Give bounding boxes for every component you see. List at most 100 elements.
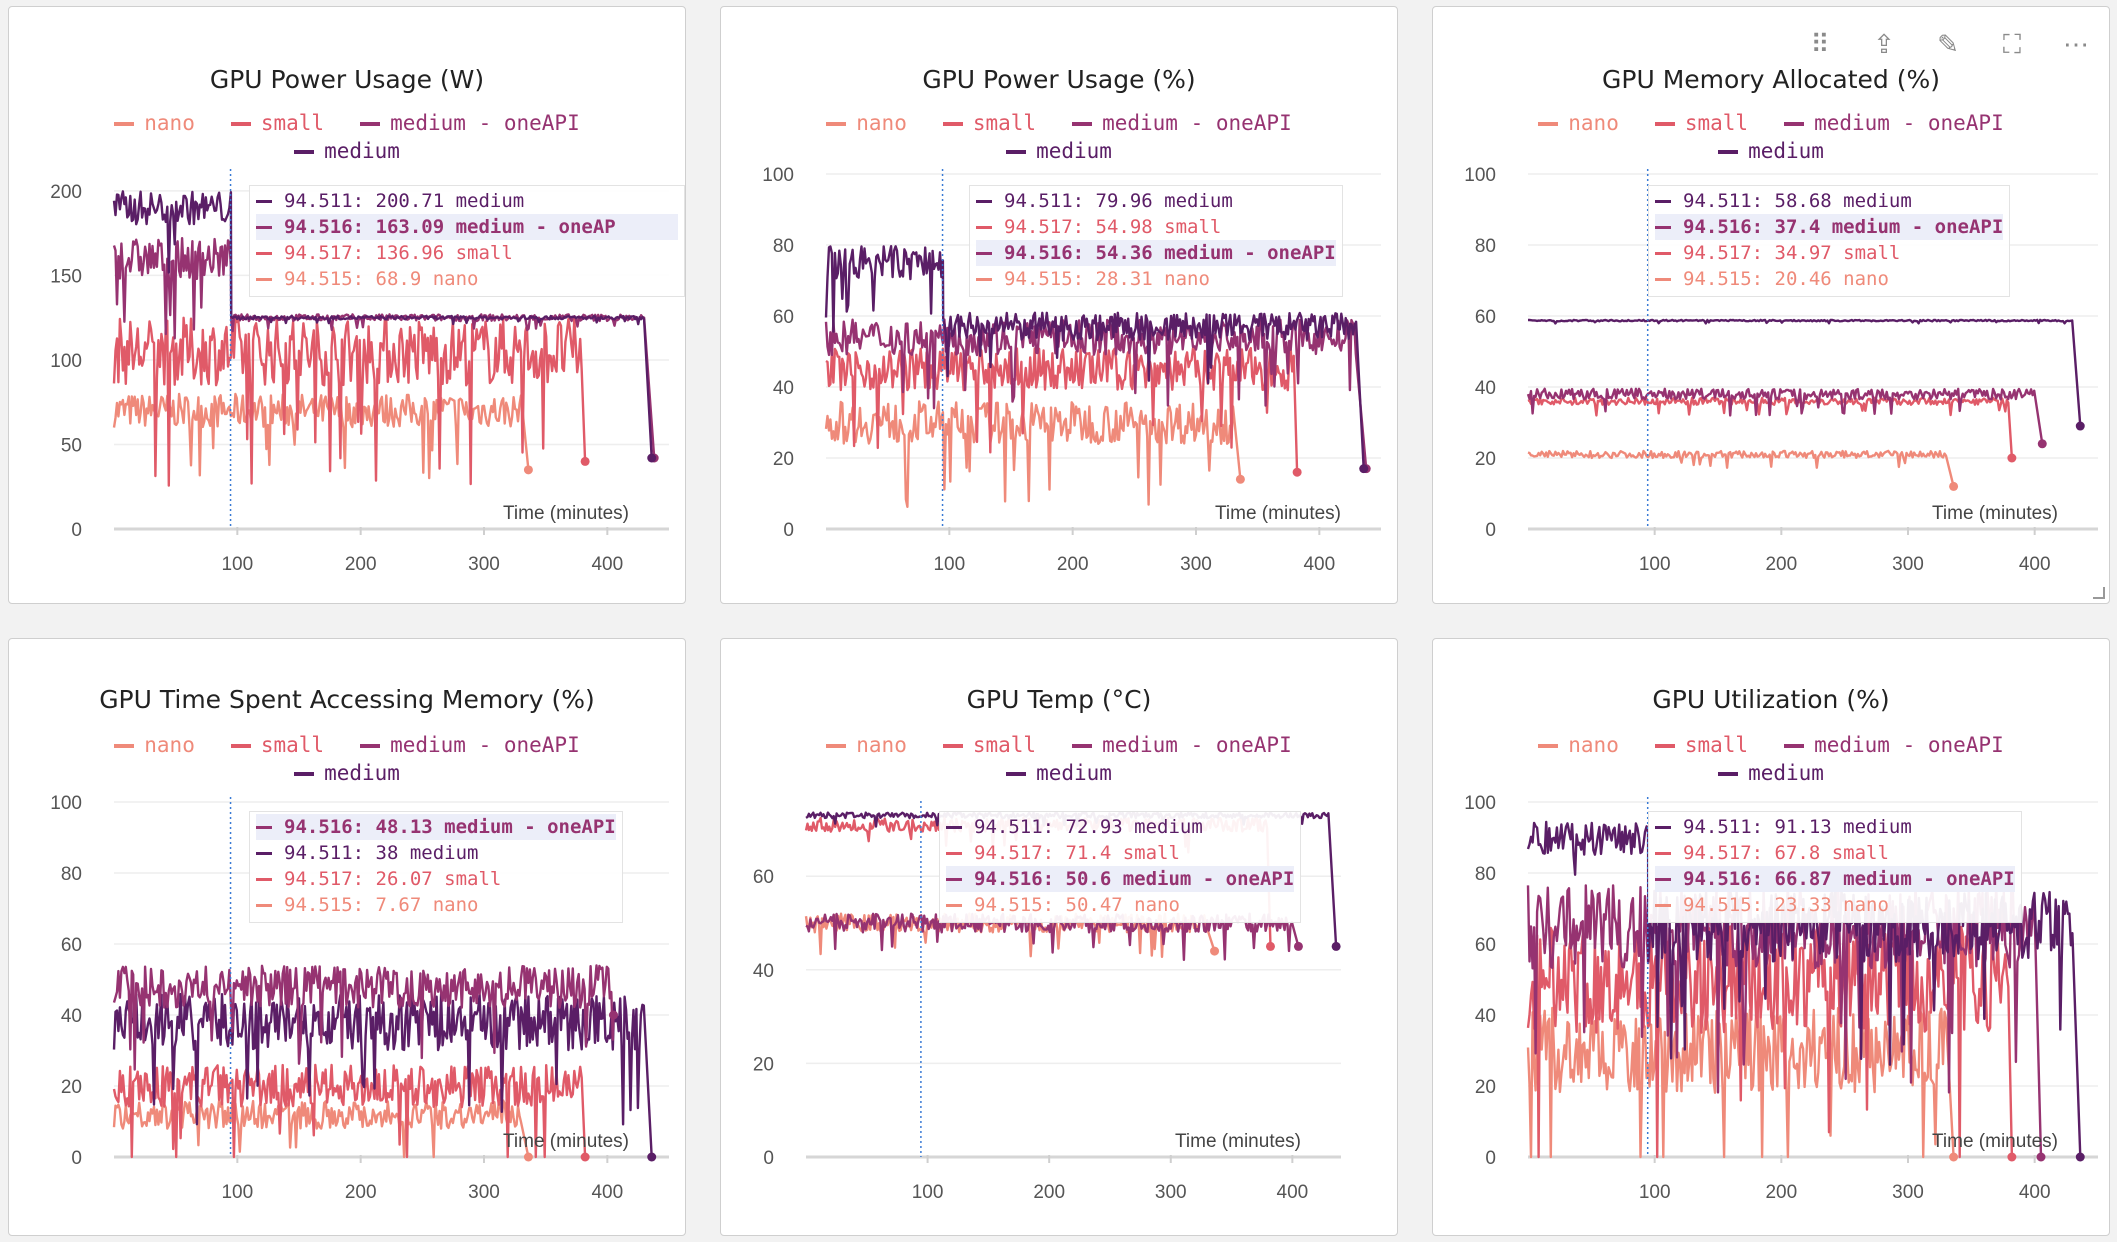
- y-tick-label: 100: [50, 793, 82, 814]
- legend-item[interactable]: medium: [1718, 137, 1824, 165]
- legend-item[interactable]: medium: [294, 759, 400, 787]
- legend-swatch: [1538, 744, 1559, 748]
- tooltip-swatch: [256, 878, 272, 881]
- tooltip-text: 94.511: 79.96 medium: [1004, 190, 1233, 212]
- y-tick-label: 80: [773, 236, 794, 257]
- tooltip-swatch: [256, 278, 272, 281]
- tooltip-row: 94.517: 26.07 small: [256, 866, 616, 892]
- x-axis-label: Time (minutes): [503, 503, 629, 524]
- tooltip-row: 94.511: 91.13 medium: [1655, 814, 2015, 840]
- legend-swatch: [294, 150, 315, 154]
- legend-item[interactable]: small: [1654, 731, 1748, 759]
- series-line[interactable]: [112, 1063, 587, 1159]
- legend-item[interactable]: nano: [826, 109, 907, 137]
- series-end-point: [1331, 941, 1341, 951]
- tooltip-text: 94.511: 72.93 medium: [974, 816, 1203, 838]
- tooltip-swatch: [946, 904, 962, 907]
- legend-item[interactable]: nano: [114, 731, 195, 759]
- legend-label: medium - oneAPI: [1102, 111, 1292, 135]
- legend-swatch: [1654, 122, 1675, 126]
- legend-item[interactable]: small: [942, 731, 1036, 759]
- tooltip-text: 94.516: 163.09 medium - oneAP: [284, 216, 616, 238]
- legend-item[interactable]: medium: [1718, 759, 1824, 787]
- tooltip-row: 94.517: 54.98 small: [976, 214, 1336, 240]
- legend-item[interactable]: nano: [826, 731, 907, 759]
- series-end-point: [2007, 1152, 2017, 1162]
- series-line[interactable]: [824, 318, 1368, 469]
- x-tick-label: 200: [1033, 1182, 1065, 1203]
- series-end-point: [2036, 1152, 2046, 1162]
- series-line[interactable]: [112, 392, 530, 480]
- tooltip-text: 94.516: 66.87 medium - oneAPI: [1683, 868, 2015, 890]
- tooltip-text: 94.515: 28.31 nano: [1004, 268, 1210, 290]
- legend-swatch: [230, 744, 251, 748]
- legend-item[interactable]: medium - oneAPI: [1784, 109, 2004, 137]
- series-line[interactable]: [824, 400, 1242, 508]
- series-line[interactable]: [1526, 925, 2014, 1159]
- legend-item[interactable]: small: [942, 109, 1036, 137]
- tooltip-swatch: [1655, 904, 1671, 907]
- legend-label: small: [260, 733, 325, 757]
- tooltip-text: 94.517: 54.98 small: [1004, 216, 1222, 238]
- share-icon[interactable]: ⇪: [1873, 29, 1895, 59]
- legend-item[interactable]: medium: [1006, 759, 1112, 787]
- legend-swatch: [1072, 744, 1093, 748]
- legend-item[interactable]: medium - oneAPI: [360, 731, 580, 759]
- legend-item[interactable]: medium - oneAPI: [1072, 731, 1292, 759]
- legend-item[interactable]: nano: [114, 109, 195, 137]
- legend-item[interactable]: small: [1654, 109, 1748, 137]
- y-tick-label: 40: [753, 961, 774, 982]
- series-line[interactable]: [112, 316, 587, 487]
- resize-handle-icon[interactable]: [2093, 587, 2105, 599]
- series-line[interactable]: [112, 964, 615, 1071]
- legend-item[interactable]: medium - oneAPI: [1784, 731, 2004, 759]
- y-tick-label: 60: [1475, 935, 1496, 956]
- series-line[interactable]: [1527, 449, 1955, 487]
- x-tick-label: 400: [591, 1182, 623, 1203]
- legend-item[interactable]: medium: [1006, 137, 1112, 165]
- tooltip-row: 94.516: 54.36 medium - oneAPI: [976, 240, 1336, 266]
- legend-label: nano: [144, 111, 195, 135]
- panel-toolbar: ⠿ ⇪ ✎ ⛶ ⋯: [1805, 29, 2091, 61]
- legend-item[interactable]: nano: [1538, 109, 1619, 137]
- edit-icon[interactable]: ✎: [1937, 29, 1959, 59]
- y-tick-label: 60: [61, 935, 82, 956]
- series-line[interactable]: [824, 245, 1365, 469]
- series-line[interactable]: [112, 190, 653, 459]
- legend-item[interactable]: medium: [294, 137, 400, 165]
- series-line[interactable]: [1528, 318, 2082, 427]
- tooltip-text: 94.517: 136.96 small: [284, 242, 513, 264]
- x-tick-label: 300: [468, 554, 500, 575]
- legend-item[interactable]: medium - oneAPI: [360, 109, 580, 137]
- series-end-point: [523, 465, 533, 475]
- legend-item[interactable]: small: [230, 109, 324, 137]
- y-tick-label: 20: [1475, 1077, 1496, 1098]
- tooltip-swatch: [946, 878, 962, 881]
- y-tick-label: 20: [773, 449, 794, 470]
- fullscreen-icon[interactable]: ⛶: [2002, 29, 2022, 59]
- y-tick-label: 80: [1475, 236, 1496, 257]
- more-icon[interactable]: ⋯: [2063, 29, 2089, 59]
- tooltip-row: 94.515: 20.46 nano: [1655, 266, 2003, 292]
- x-tick-label: 300: [468, 1182, 500, 1203]
- series-line[interactable]: [1526, 387, 2044, 444]
- tooltip-row: 94.515: 68.9 nano: [256, 266, 678, 292]
- x-axis-label: Time (minutes): [1932, 503, 2058, 524]
- tooltip-swatch: [1655, 226, 1671, 229]
- y-tick-label: 20: [753, 1054, 774, 1075]
- drag-handle-icon[interactable]: ⠿: [1810, 29, 1830, 59]
- tooltip-text: 94.517: 67.8 small: [1683, 842, 1889, 864]
- x-tick-label: 200: [345, 554, 377, 575]
- tooltip-row: 94.516: 37.4 medium - oneAPI: [1655, 214, 2004, 240]
- legend-item[interactable]: small: [230, 731, 325, 759]
- series-line[interactable]: [112, 992, 653, 1158]
- tooltip-swatch: [976, 252, 992, 255]
- y-tick-label: 0: [763, 1148, 774, 1169]
- series-line[interactable]: [1526, 1006, 1955, 1159]
- x-tick-label: 100: [933, 554, 965, 575]
- x-tick-label: 100: [1639, 554, 1671, 575]
- series-end-point: [523, 1152, 533, 1162]
- legend-item[interactable]: medium - oneAPI: [1072, 109, 1292, 137]
- legend-swatch: [114, 744, 135, 748]
- legend-item[interactable]: nano: [1538, 731, 1619, 759]
